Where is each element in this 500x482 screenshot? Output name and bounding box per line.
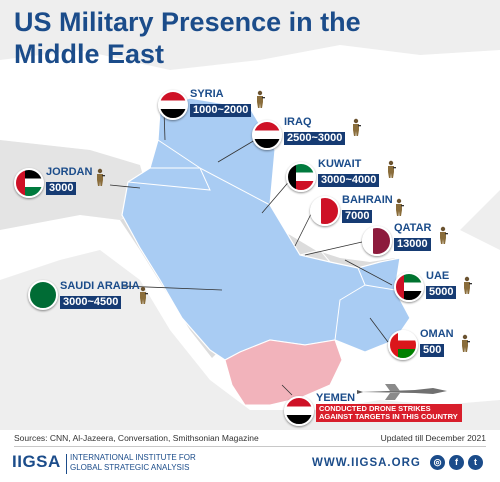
sources-text: Sources: CNN, Al-Jazeera, Conversation, … <box>14 433 259 443</box>
label-iraq: IRAQ 2500~3000 <box>284 116 346 146</box>
updated-text: Updated till December 2021 <box>380 433 486 443</box>
middle-east-map <box>0 45 500 410</box>
bahrain-flag-icon <box>310 196 340 226</box>
country-name: KUWAIT <box>318 158 362 170</box>
country-name: BAHRAIN <box>342 194 393 206</box>
iigsa-logo: IIGSA <box>12 452 61 471</box>
soldier-icon <box>353 118 361 136</box>
troop-count: 3000~4500 <box>60 296 122 309</box>
internal-borders <box>127 139 396 341</box>
yemen-flag-icon <box>284 396 314 426</box>
troop-count: 3000~4000 <box>318 174 380 187</box>
label-yemen: YEMEN CONDUCTED DRONE STRIKES AGAINST TA… <box>316 392 462 424</box>
website-link[interactable]: WWW.IIGSA.ORG <box>312 457 421 469</box>
oman-flag-icon <box>388 330 418 360</box>
footer: Sources: CNN, Al-Jazeera, Conversation, … <box>0 430 500 482</box>
soldier-icon <box>257 90 265 108</box>
leader-lines <box>109 109 393 396</box>
institute-line-1: INTERNATIONAL INSTITUTE FOR <box>70 453 196 462</box>
label-syria: SYRIA 1000~2000 <box>190 88 252 118</box>
iraq-flag-icon <box>252 120 282 150</box>
drone-strike-note: CONDUCTED DRONE STRIKES AGAINST TARGETS … <box>316 404 462 422</box>
troop-count: 3000 <box>46 182 77 195</box>
troop-count: 7000 <box>342 210 373 223</box>
institute-line-2: GLOBAL STRATEGIC ANALYSIS <box>70 463 190 472</box>
soldier-icon <box>396 198 404 216</box>
facebook-icon[interactable]: f <box>449 455 464 470</box>
syria-flag-icon <box>158 90 188 120</box>
yemen-region <box>224 339 343 406</box>
kuwait-flag-icon <box>286 162 316 192</box>
soldier-icon <box>462 334 470 352</box>
twitter-icon[interactable]: t <box>468 455 483 470</box>
label-bahrain: BAHRAIN 7000 <box>342 194 393 224</box>
country-name: JORDAN <box>46 166 93 178</box>
soldier-icon <box>464 276 472 294</box>
troop-count: 500 <box>420 344 445 357</box>
troop-count: 1000~2000 <box>190 104 252 117</box>
soldier-icon <box>140 286 148 304</box>
troop-count: 5000 <box>426 286 457 299</box>
institute-name: INTERNATIONAL INSTITUTE FOR GLOBAL STRAT… <box>70 453 196 473</box>
country-name: IRAQ <box>284 116 312 128</box>
label-qatar: QATAR 13000 <box>394 222 431 252</box>
label-saudi-arabia: SAUDI ARABIA 3000~4500 <box>60 280 140 310</box>
logo-separator <box>66 454 67 474</box>
country-name: QATAR <box>394 222 432 234</box>
country-name: YEMEN <box>316 392 356 404</box>
instagram-icon[interactable]: ◎ <box>430 455 445 470</box>
label-oman: OMAN 500 <box>420 328 454 358</box>
label-uae: UAE 5000 <box>426 270 457 300</box>
troop-count: 13000 <box>394 238 431 251</box>
country-name: SAUDI ARABIA <box>60 280 140 292</box>
uae-flag-icon <box>394 272 424 302</box>
soldier-icon <box>388 160 396 178</box>
soldier-icon <box>440 226 448 244</box>
country-name: UAE <box>426 270 450 282</box>
jordan-flag-icon <box>14 168 44 198</box>
label-kuwait: KUWAIT 3000~4000 <box>318 158 380 188</box>
country-name: SYRIA <box>190 88 224 100</box>
qatar-flag-icon <box>362 226 392 256</box>
page-title: US Military Presence in the Middle East <box>14 7 361 69</box>
saudi-flag-icon <box>28 280 58 310</box>
footer-divider <box>14 446 486 447</box>
drone-icon <box>357 384 447 400</box>
troop-count: 2500~3000 <box>284 132 346 145</box>
country-name: OMAN <box>420 328 454 340</box>
label-jordan: JORDAN 3000 <box>46 166 92 196</box>
soldier-icon <box>97 168 105 186</box>
